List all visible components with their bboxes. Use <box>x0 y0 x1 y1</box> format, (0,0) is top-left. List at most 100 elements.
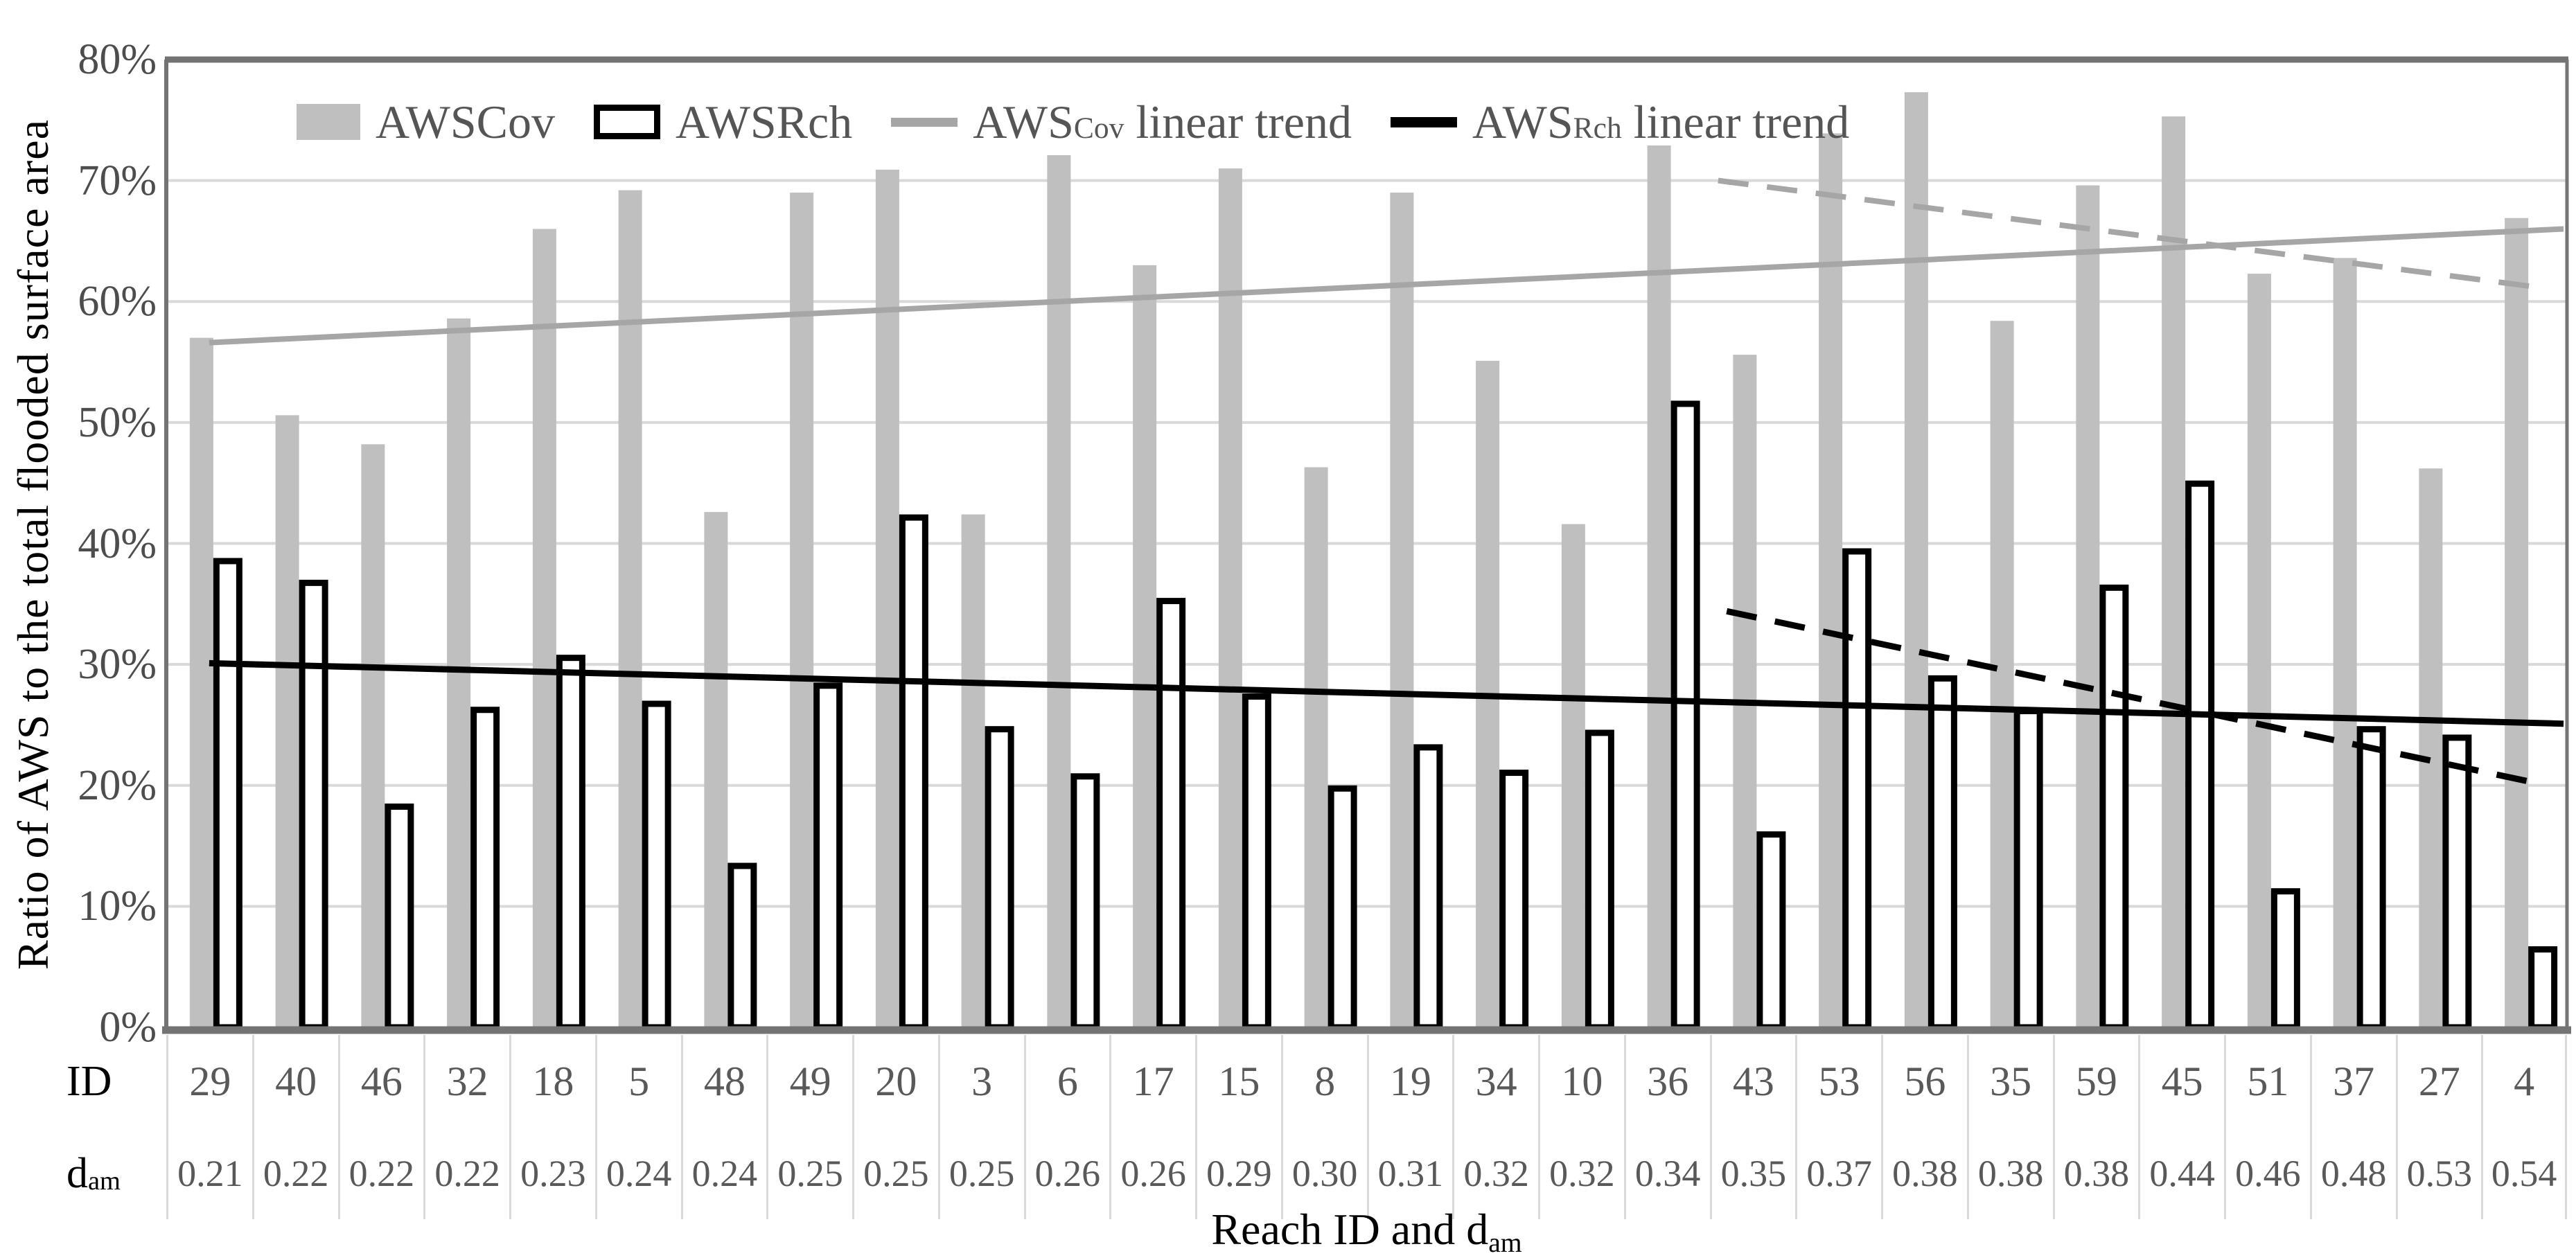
reach-id-label: 29 <box>166 1035 252 1128</box>
awscov-bar <box>961 514 985 1027</box>
reach-id-label: 19 <box>1366 1035 1453 1128</box>
y-tick-label: 0% <box>99 1004 157 1051</box>
dam-value-label: 0.23 <box>509 1128 595 1219</box>
awscov-bar <box>1819 133 1843 1028</box>
awsrch-bar <box>2185 480 2215 1031</box>
dam-value-label: 0.25 <box>766 1128 852 1219</box>
awsrch-bar <box>2528 946 2558 1031</box>
reach-id-label: 36 <box>1623 1035 1710 1128</box>
awsrch-bar <box>899 514 928 1031</box>
awsrch-bar <box>727 862 757 1031</box>
awscov-bar <box>1904 92 1928 1028</box>
dam-value-label: 0.25 <box>937 1128 1024 1219</box>
reach-id-label: 46 <box>337 1035 424 1128</box>
awsrch-bar <box>470 707 500 1031</box>
awscov-bar <box>361 444 385 1027</box>
awscov-bar <box>2505 218 2529 1027</box>
dam-value-label: 0.48 <box>2309 1128 2396 1219</box>
awscov-bar <box>2333 258 2357 1027</box>
y-tick-label: 60% <box>78 278 157 326</box>
y-tick-label: 30% <box>78 641 157 689</box>
awscov-bar <box>1390 193 1414 1027</box>
reach-id-label: 43 <box>1709 1035 1796 1128</box>
reach-id-label: 18 <box>509 1035 595 1128</box>
dam-value-label: 0.22 <box>423 1128 509 1219</box>
y-tick-label: 80% <box>78 36 157 83</box>
awscov-trendline-dashed <box>1718 177 2537 290</box>
awscov-bar <box>875 169 899 1028</box>
dam-value-label: 0.24 <box>680 1128 767 1219</box>
awsrch-bar <box>1070 773 1100 1031</box>
dam-value-label: 0.46 <box>2224 1128 2310 1219</box>
reach-id-label: 40 <box>252 1035 338 1128</box>
awsrch-trendline <box>209 659 2564 727</box>
awscov-bar <box>618 190 642 1028</box>
row-header-dam: d am <box>67 1149 121 1197</box>
legend-item-awsrch-trend: AWSRch linear trend <box>1390 95 1850 150</box>
legend-item-awscov-trend: AWSCov linear trend <box>891 95 1352 150</box>
awscov-bar <box>2076 185 2100 1027</box>
legend-label-awsrch-trend: AWSRch linear trend <box>1472 95 1850 148</box>
dam-value-label: 0.26 <box>1109 1128 1195 1219</box>
awscov-bar <box>790 193 814 1027</box>
awsrch-trendline-swatch-icon <box>1390 116 1457 127</box>
legend-item-awsrch: AWSRch <box>594 95 852 150</box>
legend-label-awsrch: AWSRch <box>676 95 853 148</box>
x-axis-label-table: 29 40 46 32 18 5 48 49 20 3 6 17 15 8 19 34 10 36 43 53 56 35… <box>166 1035 2567 1219</box>
dam-value-label: 0.30 <box>1280 1128 1367 1219</box>
reach-id-row: 29 40 46 32 18 5 48 49 20 3 6 17 15 8 19 34 10 36 43 53 56 35… <box>166 1035 2567 1128</box>
reach-id-label: 4 <box>2481 1035 2567 1128</box>
awsrch-bar-swatch-icon <box>594 105 661 139</box>
y-tick-label: 50% <box>78 398 157 446</box>
dam-value-label: 0.25 <box>852 1128 938 1219</box>
reach-id-label: 48 <box>680 1035 767 1128</box>
awscov-bar <box>532 229 556 1028</box>
row-header-id: ID <box>67 1057 112 1105</box>
dam-value-row: 0.21 0.22 0.22 0.22 0.23 0.24 0.24 0.25 0.25 0.25… <box>166 1128 2567 1219</box>
reach-id-label: 27 <box>2395 1035 2482 1128</box>
dam-value-label: 0.26 <box>1023 1128 1110 1219</box>
awsrch-bar <box>1670 400 1700 1031</box>
awsrch-bar <box>1842 548 1872 1031</box>
awsrch-bar <box>1242 693 1271 1031</box>
reach-id-label: 53 <box>1795 1035 1881 1128</box>
dam-value-label: 0.44 <box>2138 1128 2224 1219</box>
y-tick-label: 20% <box>78 761 157 809</box>
reach-id-label: 49 <box>766 1035 852 1128</box>
reach-id-label: 59 <box>2052 1035 2139 1128</box>
awscov-bar <box>1133 265 1157 1027</box>
awscov-bar <box>1304 467 1328 1027</box>
reach-id-label: 3 <box>937 1035 1024 1128</box>
awsrch-bar <box>1756 831 1786 1031</box>
reach-id-label: 45 <box>2138 1035 2224 1128</box>
dam-value-label: 0.31 <box>1366 1128 1453 1219</box>
awsrch-bar <box>2356 726 2386 1031</box>
awsrch-bar <box>813 682 843 1031</box>
awscov-bar <box>1733 355 1757 1027</box>
awscov-bar <box>1990 321 2014 1027</box>
awsrch-bar <box>1156 598 1186 1031</box>
awscov-trendline-swatch-icon <box>891 117 958 127</box>
awsrch-bar <box>1585 729 1614 1031</box>
awsrch-bar <box>1327 785 1357 1031</box>
reach-id-label: 51 <box>2224 1035 2310 1128</box>
awsrch-bar <box>1927 675 1957 1031</box>
y-tick-label: 40% <box>78 520 157 567</box>
dam-value-label: 0.54 <box>2481 1128 2567 1219</box>
dam-value-label: 0.24 <box>594 1128 681 1219</box>
dam-value-label: 0.32 <box>1452 1128 1538 1219</box>
dam-value-label: 0.38 <box>1966 1128 2053 1219</box>
dam-value-label: 0.22 <box>337 1128 424 1219</box>
dam-value-label: 0.37 <box>1795 1128 1881 1219</box>
legend-label-awscov: AWSCov <box>376 95 556 148</box>
reach-id-label: 34 <box>1452 1035 1538 1128</box>
awscov-bar <box>2162 116 2186 1028</box>
awscov-bar <box>1047 154 1071 1028</box>
dam-value-label: 0.34 <box>1623 1128 1710 1219</box>
reach-id-label: 6 <box>1023 1035 1110 1128</box>
dam-value-label: 0.38 <box>2052 1128 2139 1219</box>
awscov-bar <box>1218 168 1242 1028</box>
awsrch-bar <box>299 579 328 1031</box>
